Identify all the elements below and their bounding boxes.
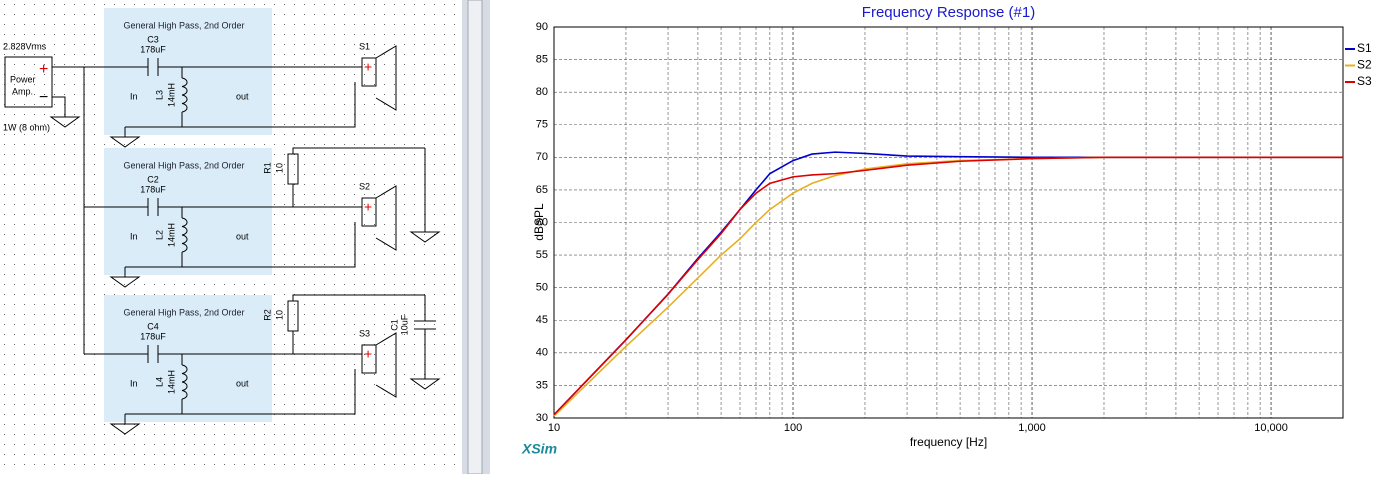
res-value: 10 [274, 163, 284, 173]
block-title: General High Pass, 2nd Order [123, 160, 244, 170]
x-tick-label: 1,000 [1018, 422, 1046, 434]
in-label: In [130, 378, 138, 388]
y-tick-label: 70 [536, 151, 548, 163]
legend-label: S1 [1357, 41, 1372, 55]
out-label: out [236, 378, 249, 388]
legend-label: S3 [1357, 74, 1372, 88]
speaker-plus: + [364, 199, 372, 215]
source-power: 1W (8 ohm) [3, 122, 50, 132]
ind-name: L4 [154, 377, 164, 387]
wire [125, 82, 356, 128]
y-tick-label: 85 [536, 53, 548, 65]
ground [49, 116, 81, 128]
ground [109, 136, 141, 148]
plot-frame [553, 26, 1344, 419]
block-title: General High Pass, 2nd Order [123, 20, 244, 30]
speaker [361, 185, 397, 251]
y-tick-label: 30 [536, 412, 548, 424]
ground [109, 423, 141, 435]
wire [292, 294, 425, 301]
amp-minus: − [39, 89, 48, 106]
capacitor [147, 345, 159, 363]
filter-block [104, 148, 272, 275]
y-tick-label: 90 [536, 21, 548, 33]
ind-value: 14mH [166, 83, 176, 107]
ind-name: L2 [154, 230, 164, 240]
ground [109, 276, 141, 288]
schematic: 2.828Vrms Power Amp. + − 1W (8 ohm) General Hi… [3, 8, 441, 435]
inductor [181, 364, 188, 400]
y-tick-label: 45 [536, 314, 548, 326]
in-label: In [130, 91, 138, 101]
series-line [553, 156, 1343, 416]
speaker [361, 332, 397, 398]
res-name: R2 [262, 309, 272, 321]
in-label: In [130, 231, 138, 241]
amp-label: Power [10, 74, 36, 84]
wire [125, 222, 356, 268]
amp-plus: + [39, 61, 48, 78]
x-axis-label: frequency [Hz] [910, 435, 987, 449]
speaker-plus: + [364, 346, 372, 362]
cap-value: 178uF [140, 331, 166, 341]
watermark: XSim [521, 441, 557, 457]
y-tick-label: 35 [536, 379, 548, 391]
y-tick-label: 55 [536, 249, 548, 261]
amp-label: Amp. [12, 86, 33, 96]
wire [52, 96, 66, 117]
y-axis-label: dBSPL [532, 203, 546, 241]
x-tick-label: 10,000 [1254, 422, 1288, 434]
ground [409, 378, 441, 390]
chart-title: Frequency Response (#1) [862, 4, 1035, 21]
wire [125, 369, 356, 415]
cap-name: C3 [147, 34, 159, 44]
block-title: General High Pass, 2nd Order [123, 307, 244, 317]
legend-label: S2 [1357, 58, 1372, 72]
speaker-name: S2 [359, 181, 370, 191]
chart: Frequency Response (#1) 30 35 40 45 50 55 60 65 7… [521, 4, 1372, 457]
res-value: 10 [274, 310, 284, 320]
chart-panel [490, 0, 1400, 474]
ind-value: 14mH [166, 223, 176, 247]
y-tick-label: 75 [536, 119, 548, 131]
out-label: out [236, 231, 249, 241]
filter-block [104, 295, 272, 422]
capacitor [147, 198, 159, 216]
x-tick-label: 10 [548, 422, 560, 434]
capacitor [147, 58, 159, 76]
wire [292, 147, 425, 154]
speaker-plus: + [364, 59, 372, 75]
ind-value: 14mH [166, 370, 176, 394]
y-tick-label: 65 [536, 184, 548, 196]
speaker [361, 45, 397, 111]
cap-value: 178uF [140, 44, 166, 54]
y-tick-label: 80 [536, 86, 548, 98]
out-label: out [236, 91, 249, 101]
res-name: R1 [262, 162, 272, 174]
inductor [181, 217, 188, 253]
source-voltage: 2.828Vrms [3, 41, 47, 51]
y-tick-label: 50 [536, 282, 548, 294]
y-tick-label: 60 [536, 216, 548, 228]
power-amp [4, 56, 53, 108]
inductor [181, 77, 188, 113]
cap-name: C1 [389, 319, 399, 331]
speaker-name: S1 [359, 41, 370, 51]
cap-name: C2 [147, 174, 159, 184]
cap-name: C4 [147, 321, 159, 331]
scrollbar[interactable] [467, 0, 483, 475]
filter-block [104, 8, 272, 135]
ind-name: L3 [154, 90, 164, 100]
cap-value: 178uF [140, 184, 166, 194]
speaker-name: S3 [359, 328, 370, 338]
cap-value: 10uF [399, 314, 409, 335]
x-tick-label: 100 [784, 422, 802, 434]
ground [409, 231, 441, 243]
y-tick-label: 40 [536, 347, 548, 359]
